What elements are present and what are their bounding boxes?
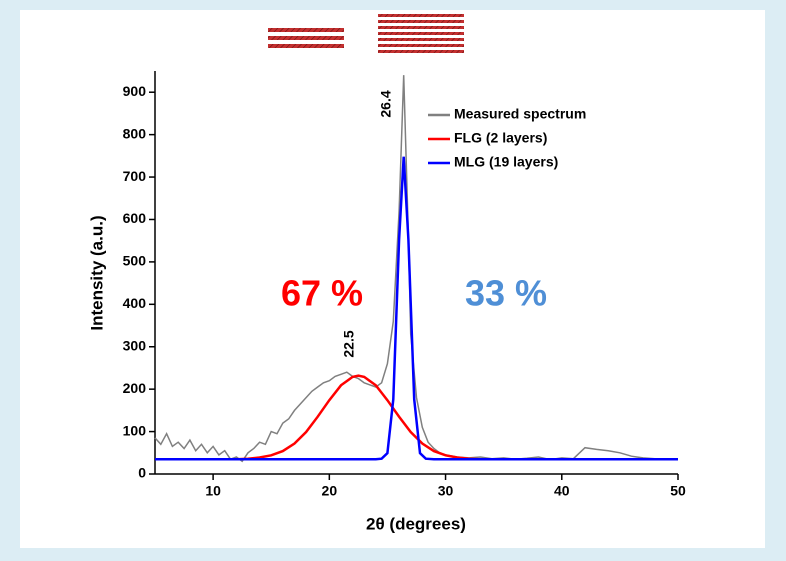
series-line [155,156,678,461]
y-tick-label: 700 [123,168,147,184]
x-tick-label: 50 [670,483,686,499]
y-tick-label: 400 [123,295,147,311]
y-tick-label: 600 [123,210,147,226]
y-tick-label: 200 [123,380,147,396]
y-tick-label: 800 [123,125,147,141]
y-tick-label: 100 [123,422,147,438]
x-tick-label: 30 [438,483,454,499]
annotation: 26.4 [378,90,394,117]
layer-icons [268,14,464,53]
legend-label: MLG (19 layers) [454,154,558,170]
y-tick-label: 900 [123,83,147,99]
y-tick-label: 500 [123,253,147,269]
x-axis-label: 2θ (degrees) [366,514,466,533]
x-tick-label: 20 [322,483,338,499]
x-tick-label: 40 [554,483,570,499]
series-line [154,75,679,463]
y-tick-label: 300 [123,337,147,353]
annotation: 33 % [465,273,547,314]
annotation: 22.5 [341,330,357,357]
legend-label: Measured spectrum [454,106,586,122]
x-tick-label: 10 [205,483,221,499]
annotation: 67 % [281,273,363,314]
y-axis-label: Intensity (a.u.) [87,215,106,330]
legend-label: FLG (2 layers) [454,130,547,146]
y-tick-label: 0 [138,465,146,481]
